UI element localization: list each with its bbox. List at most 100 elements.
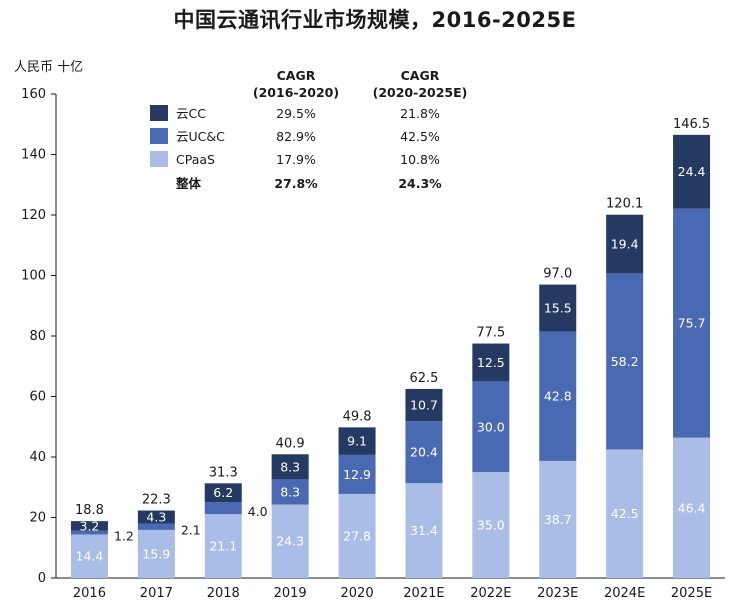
y-tick-label: 20	[29, 511, 46, 526]
segment-value-label: 10.7	[410, 398, 438, 413]
bar-segment	[70, 521, 108, 531]
y-tick-label: 40	[29, 450, 46, 465]
x-tick-label: 2020	[341, 586, 374, 601]
legend-cagr-2016-2020: 29.5%	[276, 106, 316, 121]
legend-cagr-2016-2020: 17.9%	[276, 152, 316, 167]
bar-stack-2017: 15.9 2.1 4.3 22.3	[137, 493, 201, 578]
total-value-label: 120.1	[606, 197, 643, 212]
bar-segment	[405, 421, 443, 484]
bar-segment	[271, 504, 309, 578]
segment-value-label: 31.4	[410, 523, 438, 538]
segment-value-label: 1.2	[114, 529, 134, 544]
bar-segment	[137, 523, 175, 530]
bar-stack-2023E: 38.7 42.8 15.5 97.0	[539, 267, 577, 578]
segment-value-label: 42.5	[611, 506, 639, 521]
bar-segment	[539, 331, 577, 461]
bar-stack-2022E: 35.0 30.0 12.5 77.5	[472, 326, 510, 578]
bar-segment	[673, 134, 711, 209]
segment-value-label: 58.2	[611, 354, 639, 369]
bar-segment	[405, 483, 443, 578]
total-value-label: 49.8	[343, 409, 372, 424]
bar-segment	[271, 454, 309, 480]
bar-segment	[70, 530, 108, 535]
total-value-label: 40.9	[276, 436, 305, 451]
bar-segment	[606, 214, 644, 274]
x-tick-label: 2022E	[470, 586, 511, 601]
legend-swatch	[150, 105, 168, 121]
bar-segment	[606, 273, 644, 450]
legend-cagr-2016-2020: 82.9%	[276, 129, 316, 144]
segment-value-label: 24.3	[276, 534, 304, 549]
bar-stack-2020: 27.8 12.9 9.1 49.8	[338, 409, 376, 578]
bar-segment	[204, 502, 242, 515]
bar-segment	[673, 437, 711, 578]
bars: 14.4 1.2 3.218.8 15.9 2.1 4.3 22.3 21.1 4.0 6.2 31…	[70, 117, 711, 578]
legend-swatch	[150, 128, 168, 144]
bar-segment	[673, 208, 711, 438]
segment-value-label: 15.5	[544, 301, 572, 316]
bar-segment	[405, 388, 443, 422]
bar-segment	[137, 529, 175, 578]
bar-stack-2016: 14.4 1.2 3.218.8	[70, 503, 134, 578]
segment-value-label: 4.3	[146, 510, 166, 525]
legend-header-line: CAGR	[401, 68, 440, 83]
x-tick-label: 2019	[274, 586, 307, 601]
legend-header-line: (2016-2020)	[253, 85, 339, 100]
segment-value-label: 9.1	[347, 434, 367, 449]
legend-label: 整体	[176, 176, 202, 191]
bar-stack-2021E: 31.4 20.4 10.7 62.5	[405, 371, 443, 578]
bar-segment	[338, 427, 376, 455]
legend-cagr-2020-2025: 24.3%	[398, 176, 442, 191]
segment-value-label: 75.7	[678, 316, 706, 331]
bar-segment	[472, 472, 510, 578]
segment-value-label: 24.4	[678, 164, 706, 179]
segment-value-label: 12.5	[477, 355, 505, 370]
legend-cagr-2020-2025: 10.8%	[400, 152, 440, 167]
y-tick-label: 140	[21, 148, 46, 163]
x-tick-label: 2018	[207, 586, 240, 601]
axes: 0 20 40 60 80 100 120 140 160 2016 2017 2018 2019 202…	[21, 87, 725, 601]
legend-label: 云UC&C	[176, 129, 225, 144]
x-tick-label: 2017	[140, 586, 173, 601]
bar-segment	[204, 514, 242, 578]
chart-title: 中国云通讯行业市场规模，2016-2025E	[173, 8, 577, 32]
bar-segment	[204, 483, 242, 503]
segment-value-label: 12.9	[343, 467, 371, 482]
segment-value-label: 2.1	[181, 523, 201, 538]
segment-value-label: 8.3	[280, 484, 300, 499]
x-tick-label: 2023E	[537, 586, 578, 601]
segment-value-label: 15.9	[142, 546, 170, 561]
bar-segment	[472, 381, 510, 473]
segment-value-label: 20.4	[410, 445, 438, 460]
segment-value-label: 19.4	[611, 237, 639, 252]
bar-segment	[137, 510, 175, 524]
segment-value-label: 3.2	[80, 518, 100, 533]
total-value-label: 31.3	[209, 465, 238, 480]
bar-segment	[606, 449, 644, 578]
y-tick-label: 0	[38, 571, 46, 586]
legend-label: 云CC	[176, 106, 206, 121]
segment-value-label: 14.4	[76, 549, 104, 564]
y-tick-label: 80	[29, 329, 46, 344]
legend-header-line: CAGR	[277, 68, 316, 83]
segment-value-label: 21.1	[209, 539, 237, 554]
segment-value-label: 8.3	[280, 459, 300, 474]
bar-segment	[539, 284, 577, 332]
legend-label: CPaaS	[176, 152, 215, 167]
legend-cagr-2016-2020: 27.8%	[274, 176, 318, 191]
legend-header-line: (2020-2025E)	[373, 85, 468, 100]
bar-segment	[70, 534, 108, 578]
total-value-label: 22.3	[142, 493, 171, 508]
segment-value-label: 46.4	[678, 500, 706, 515]
segment-value-label: 30.0	[477, 419, 505, 434]
legend-cagr-2020-2025: 42.5%	[400, 129, 440, 144]
segment-value-label: 35.0	[477, 518, 505, 533]
segment-value-label: 6.2	[213, 485, 233, 500]
x-tick-label: 2025E	[671, 586, 712, 601]
total-value-label: 77.5	[476, 326, 505, 341]
legend-swatch	[150, 151, 168, 167]
bar-segment	[338, 493, 376, 578]
y-tick-label: 100	[21, 269, 46, 284]
x-tick-label: 2024E	[604, 586, 645, 601]
bar-segment	[539, 460, 577, 578]
